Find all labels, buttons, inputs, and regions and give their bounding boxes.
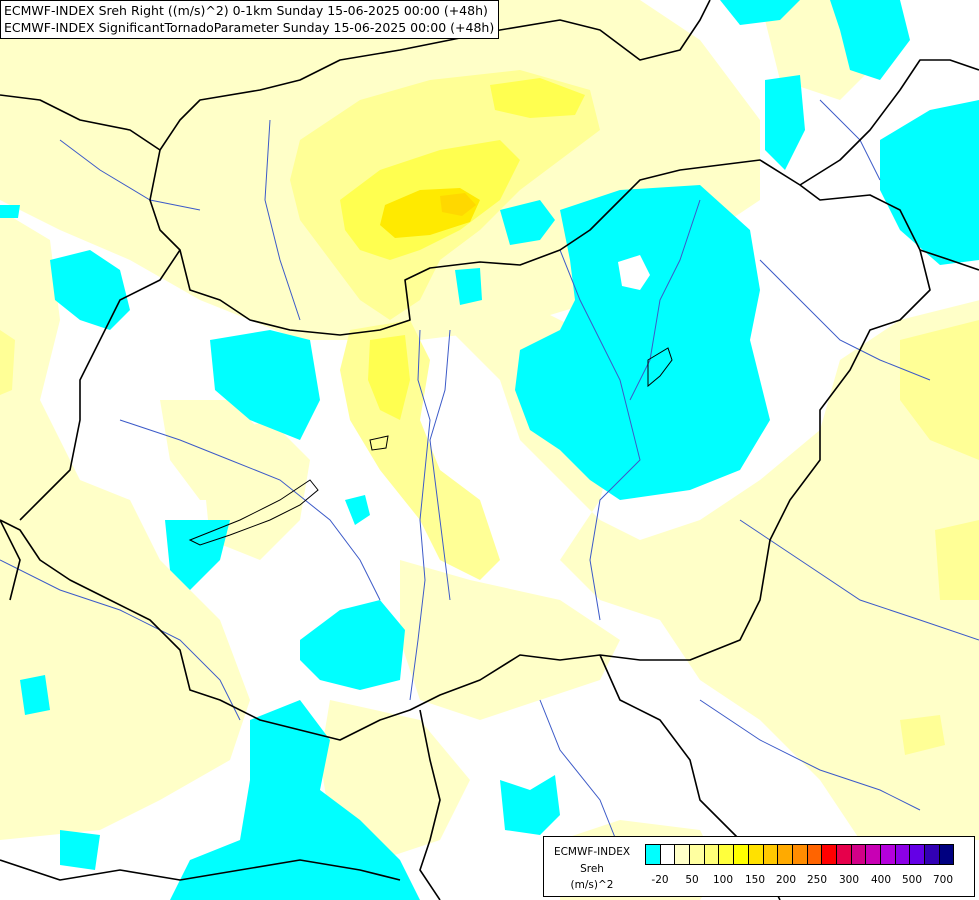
legend-swatch (791, 844, 808, 865)
legend-tick-label: 400 (870, 874, 892, 886)
legend-swatch (733, 844, 749, 865)
legend-swatch (777, 844, 793, 865)
legend-swatch (850, 844, 867, 865)
legend-tick-label: 250 (806, 874, 828, 886)
legend-swatch (880, 844, 896, 865)
legend-swatch (835, 844, 852, 865)
legend-tick-label: 100 (712, 874, 734, 886)
map-title-line-2: ECMWF-INDEX SignificantTornadoParameter … (4, 20, 495, 35)
legend-unit: (m/s)^2 (570, 879, 614, 891)
legend-swatch (703, 844, 720, 865)
legend-source: ECMWF-INDEX (553, 846, 631, 858)
legend-swatch (909, 844, 926, 865)
legend-tick-label: 300 (838, 874, 860, 886)
legend-swatch (821, 844, 837, 865)
legend-swatch (938, 844, 955, 865)
lake-outline (188, 347, 673, 546)
legend-tick-label: 700 (932, 874, 954, 886)
legend-swatch (689, 844, 705, 865)
legend-ticks: -20 50 100 150 200 250 300 400 500 700 (645, 873, 965, 887)
color-legend: ECMWF-INDEX Sreh (m/s)^2 -20 50 100 150 200 2… (543, 836, 975, 897)
map-title-box: ECMWF-INDEX Sreh Right ((m/s)^2) 0-1km S… (0, 0, 500, 39)
legend-swatch (762, 844, 779, 865)
legend-swatch (747, 844, 764, 865)
legend-variable: Sreh (580, 863, 604, 875)
legend-swatch (806, 844, 823, 865)
core-yellow-field (380, 188, 480, 238)
legend-swatch (645, 844, 661, 865)
legend-swatch (659, 844, 676, 865)
legend-swatch (894, 844, 911, 865)
legend-tick-label: 500 (901, 874, 923, 886)
legend-swatch (674, 844, 691, 865)
legend-swatch (924, 844, 940, 865)
white-hole (618, 255, 650, 290)
legend-swatch (865, 844, 881, 865)
legend-swatch (718, 844, 735, 865)
legend-tick-label: 200 (775, 874, 797, 886)
legend-swatches (645, 844, 955, 865)
legend-tick-label: 50 (685, 874, 699, 886)
map-title-line-1: ECMWF-INDEX Sreh Right ((m/s)^2) 0-1km S… (4, 3, 488, 18)
legend-tick-label: 150 (744, 874, 766, 886)
legend-tick-label: -20 (651, 874, 669, 886)
